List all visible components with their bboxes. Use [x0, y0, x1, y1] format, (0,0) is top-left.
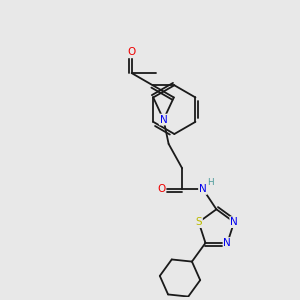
Text: O: O [128, 47, 136, 57]
Text: N: N [199, 184, 207, 194]
Text: N: N [230, 217, 238, 227]
Text: H: H [207, 178, 214, 188]
Text: N: N [224, 238, 231, 248]
Text: N: N [160, 115, 167, 124]
Text: S: S [195, 217, 202, 227]
Text: O: O [157, 184, 166, 194]
